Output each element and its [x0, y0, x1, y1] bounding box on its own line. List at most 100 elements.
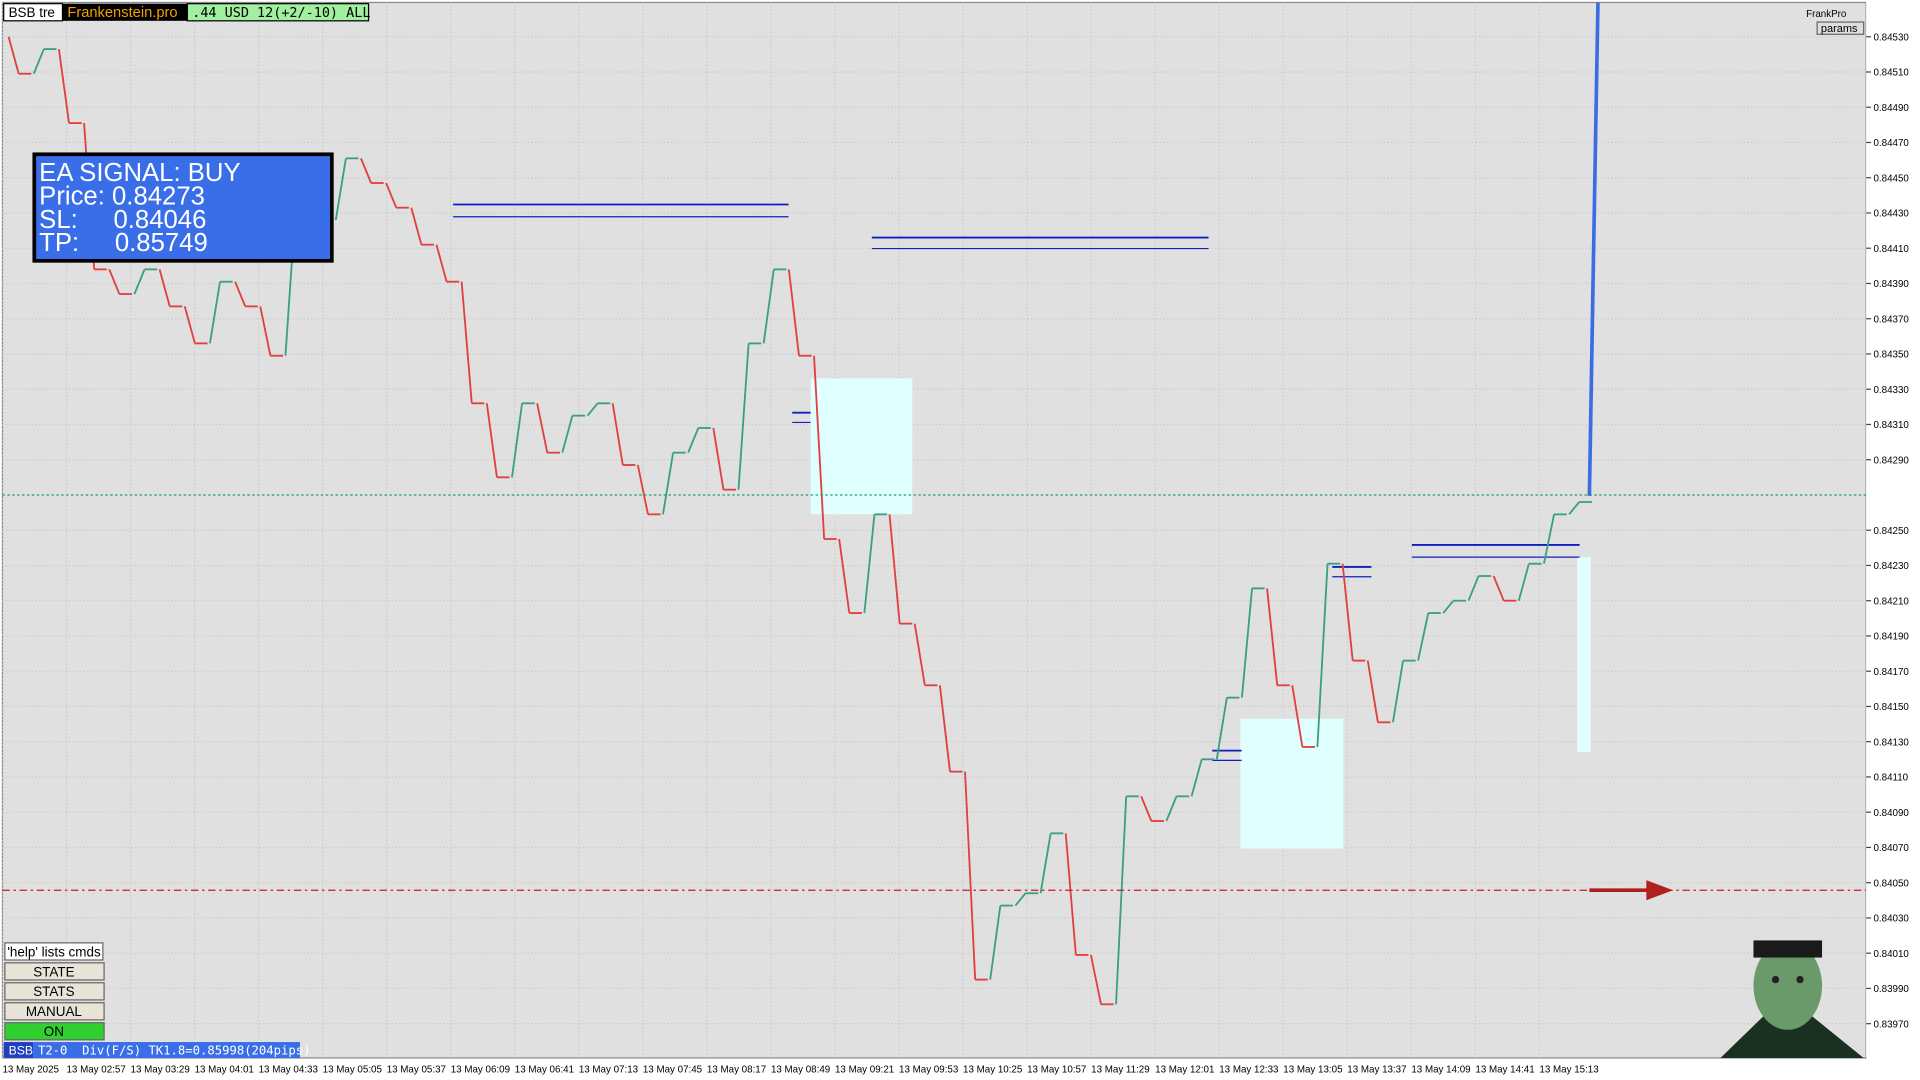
button[interactable] — [4, 1022, 105, 1041]
button-label: 'help' lists cmds — [7, 944, 101, 959]
time-label: 13 May 13:05 — [1283, 1065, 1343, 1076]
candle — [1543, 514, 1555, 564]
price-label: 0.84110 — [1873, 773, 1908, 784]
candle — [636, 464, 649, 515]
time-label: 13 May 02:57 — [66, 1065, 125, 1076]
symbol: BSB tre — [9, 5, 55, 20]
brand: Frankenstein.pro — [67, 5, 177, 21]
time-label: 13 May 12:01 — [1155, 1065, 1214, 1076]
account-box — [186, 3, 370, 22]
params[interactable]: params — [1821, 23, 1858, 35]
candle — [511, 403, 524, 478]
price-label: 0.84050 — [1873, 878, 1909, 889]
price-label: 0.84490 — [1873, 103, 1909, 114]
price-label: 0.84130 — [1873, 737, 1909, 748]
price-label: 0.84450 — [1873, 173, 1909, 184]
button-label[interactable]: STATE — [33, 964, 74, 979]
price-label: 0.84210 — [1873, 596, 1909, 607]
candle — [787, 269, 800, 356]
price-label: 0.83970 — [1873, 1019, 1909, 1030]
price-label: 0.84370 — [1873, 314, 1909, 325]
candle — [863, 514, 876, 614]
candle — [7, 36, 20, 74]
time-label: 13 May 04:01 — [195, 1065, 254, 1076]
candle — [561, 415, 574, 453]
candle — [1291, 685, 1304, 748]
arrow — [1589, 880, 1673, 901]
candle — [989, 905, 1002, 980]
time-label: 13 May 09:21 — [835, 1065, 894, 1076]
price-axis — [1866, 0, 1920, 1058]
user: FrankPro — [1806, 9, 1847, 20]
candle — [460, 281, 473, 404]
time-label: 13 May 06:09 — [451, 1065, 510, 1076]
candle — [838, 538, 851, 614]
candle — [1089, 954, 1102, 1005]
levels — [453, 203, 1580, 762]
time-label: 13 May 07:13 — [579, 1065, 639, 1076]
price-label: 0.84510 — [1873, 68, 1909, 79]
candle — [964, 771, 977, 980]
price-label: 0.84070 — [1873, 843, 1909, 854]
zone — [1577, 557, 1591, 752]
candle — [1064, 833, 1077, 956]
time-label: 13 May 2025 — [2, 1065, 59, 1076]
candle — [1240, 588, 1253, 698]
candle — [813, 355, 826, 540]
price-label: 0.84470 — [1873, 138, 1909, 149]
button[interactable] — [4, 982, 105, 1001]
button — [4, 942, 104, 961]
time-label: 13 May 05:37 — [387, 1065, 446, 1076]
candle — [385, 182, 398, 209]
candle — [712, 427, 725, 490]
price-label: 0.84310 — [1873, 420, 1909, 431]
time-label: 13 May 10:25 — [963, 1065, 1023, 1076]
candle — [762, 269, 775, 344]
candle — [1341, 563, 1354, 661]
params-button[interactable] — [1816, 21, 1865, 35]
button-label[interactable]: MANUAL — [26, 1004, 83, 1019]
time-label: 13 May 07:45 — [643, 1065, 703, 1076]
status-tag: BSB — [9, 1043, 33, 1057]
candle — [183, 306, 196, 344]
candle — [1115, 796, 1128, 1005]
signal-tp: TP: 0.85749 — [39, 229, 208, 257]
candle — [158, 269, 171, 307]
button[interactable] — [4, 1002, 105, 1021]
price-label: 0.84170 — [1873, 667, 1909, 678]
price-label: 0.84090 — [1873, 808, 1909, 819]
candle — [1316, 563, 1329, 748]
candle — [611, 403, 624, 466]
candle — [938, 685, 951, 772]
time-label: 13 May 04:33 — [259, 1065, 319, 1076]
candle — [737, 343, 750, 490]
price-label: 0.84430 — [1873, 209, 1909, 220]
status-tag-box — [3, 1042, 34, 1058]
time-label: 13 May 03:29 — [131, 1065, 190, 1076]
candle — [536, 403, 549, 453]
price-label: 0.84410 — [1873, 244, 1909, 255]
candle — [1039, 833, 1052, 894]
candle — [1165, 795, 1178, 822]
signal-spike — [1587, 2, 1600, 496]
candle — [1517, 563, 1530, 601]
time-label: 13 May 15:13 — [1539, 1065, 1599, 1076]
candle — [913, 623, 926, 686]
time-label: 13 May 10:57 — [1027, 1065, 1086, 1076]
candle — [1417, 612, 1430, 661]
price-label: 0.84290 — [1873, 455, 1909, 466]
button[interactable] — [4, 962, 105, 981]
status-box — [33, 1042, 301, 1058]
time-label: 13 May 11:29 — [1091, 1065, 1150, 1076]
candle — [410, 207, 423, 245]
zone — [1240, 718, 1344, 849]
button-label[interactable]: ON — [44, 1024, 64, 1039]
candle — [1492, 575, 1505, 602]
button-label[interactable]: STATS — [33, 984, 74, 999]
candle — [435, 244, 448, 282]
time-label: 13 May 14:09 — [1411, 1065, 1470, 1076]
candle — [1014, 892, 1027, 907]
candle — [234, 281, 247, 307]
time-label: 13 May 09:53 — [899, 1065, 959, 1076]
